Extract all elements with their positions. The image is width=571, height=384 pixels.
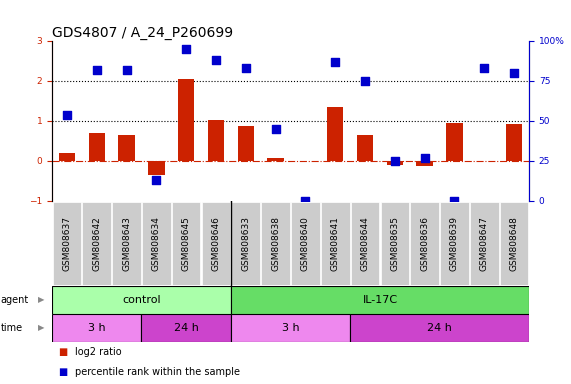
Text: 24 h: 24 h — [174, 323, 199, 333]
Bar — [267, 158, 284, 161]
Bar — [178, 79, 194, 161]
Bar — [172, 202, 200, 285]
Text: GSM808648: GSM808648 — [509, 216, 518, 271]
Text: GSM808641: GSM808641 — [331, 216, 340, 271]
Bar — [208, 120, 224, 161]
Text: ▶: ▶ — [38, 296, 44, 305]
Point — [360, 78, 369, 84]
Bar — [380, 202, 409, 285]
Point — [331, 59, 340, 65]
Text: GSM808639: GSM808639 — [450, 216, 459, 271]
Bar — [387, 161, 403, 165]
Text: GSM808638: GSM808638 — [271, 216, 280, 271]
Bar — [53, 202, 81, 285]
Text: percentile rank within the sample: percentile rank within the sample — [75, 367, 240, 377]
Point — [271, 126, 280, 132]
Bar — [440, 202, 469, 285]
Point — [122, 67, 131, 73]
Text: GSM808647: GSM808647 — [480, 216, 489, 271]
Bar — [238, 126, 254, 161]
Point — [182, 46, 191, 52]
Text: GDS4807 / A_24_P260699: GDS4807 / A_24_P260699 — [52, 26, 233, 40]
Text: agent: agent — [1, 295, 29, 305]
Bar — [500, 202, 528, 285]
Bar — [52, 314, 142, 342]
Point — [241, 65, 250, 71]
Text: GSM808636: GSM808636 — [420, 216, 429, 271]
Text: GSM808645: GSM808645 — [182, 216, 191, 271]
Point — [92, 67, 101, 73]
Bar — [506, 124, 522, 161]
Bar — [447, 123, 463, 161]
Bar — [142, 314, 231, 342]
Text: control: control — [122, 295, 161, 305]
Bar — [350, 314, 529, 342]
Point — [211, 57, 220, 63]
Bar — [82, 202, 111, 285]
Point — [390, 158, 399, 164]
Point — [450, 198, 459, 204]
Bar — [351, 202, 379, 285]
Bar — [357, 135, 373, 161]
Text: ▶: ▶ — [38, 323, 44, 333]
Bar — [112, 202, 141, 285]
Point — [509, 70, 518, 76]
Point — [480, 65, 489, 71]
Bar — [231, 314, 350, 342]
Text: GSM808643: GSM808643 — [122, 216, 131, 271]
Text: GSM808633: GSM808633 — [242, 216, 250, 271]
Text: 3 h: 3 h — [282, 323, 299, 333]
Text: GSM808644: GSM808644 — [360, 216, 369, 271]
Text: GSM808646: GSM808646 — [211, 216, 220, 271]
Bar — [231, 286, 529, 314]
Point — [62, 111, 71, 118]
Text: GSM808637: GSM808637 — [62, 216, 71, 271]
Text: GSM808642: GSM808642 — [93, 216, 101, 271]
Bar — [327, 107, 343, 161]
Text: 24 h: 24 h — [427, 323, 452, 333]
Text: ■: ■ — [58, 347, 67, 357]
Bar — [321, 202, 349, 285]
Point — [420, 155, 429, 161]
Bar — [262, 202, 290, 285]
Bar — [59, 153, 75, 161]
Bar — [470, 202, 498, 285]
Text: GSM808635: GSM808635 — [391, 216, 399, 271]
Bar — [411, 202, 439, 285]
Bar — [202, 202, 230, 285]
Bar — [291, 202, 320, 285]
Bar — [416, 161, 433, 166]
Bar — [142, 202, 171, 285]
Text: time: time — [1, 323, 23, 333]
Text: ■: ■ — [58, 367, 67, 377]
Bar — [52, 286, 231, 314]
Text: GSM808640: GSM808640 — [301, 216, 310, 271]
Text: 3 h: 3 h — [88, 323, 106, 333]
Bar — [89, 133, 105, 161]
Bar — [118, 135, 135, 161]
Point — [152, 177, 161, 183]
Point — [301, 198, 310, 204]
Text: GSM808634: GSM808634 — [152, 216, 161, 271]
Bar — [231, 202, 260, 285]
Text: IL-17C: IL-17C — [363, 295, 397, 305]
Text: log2 ratio: log2 ratio — [75, 347, 122, 357]
Bar — [148, 161, 164, 175]
